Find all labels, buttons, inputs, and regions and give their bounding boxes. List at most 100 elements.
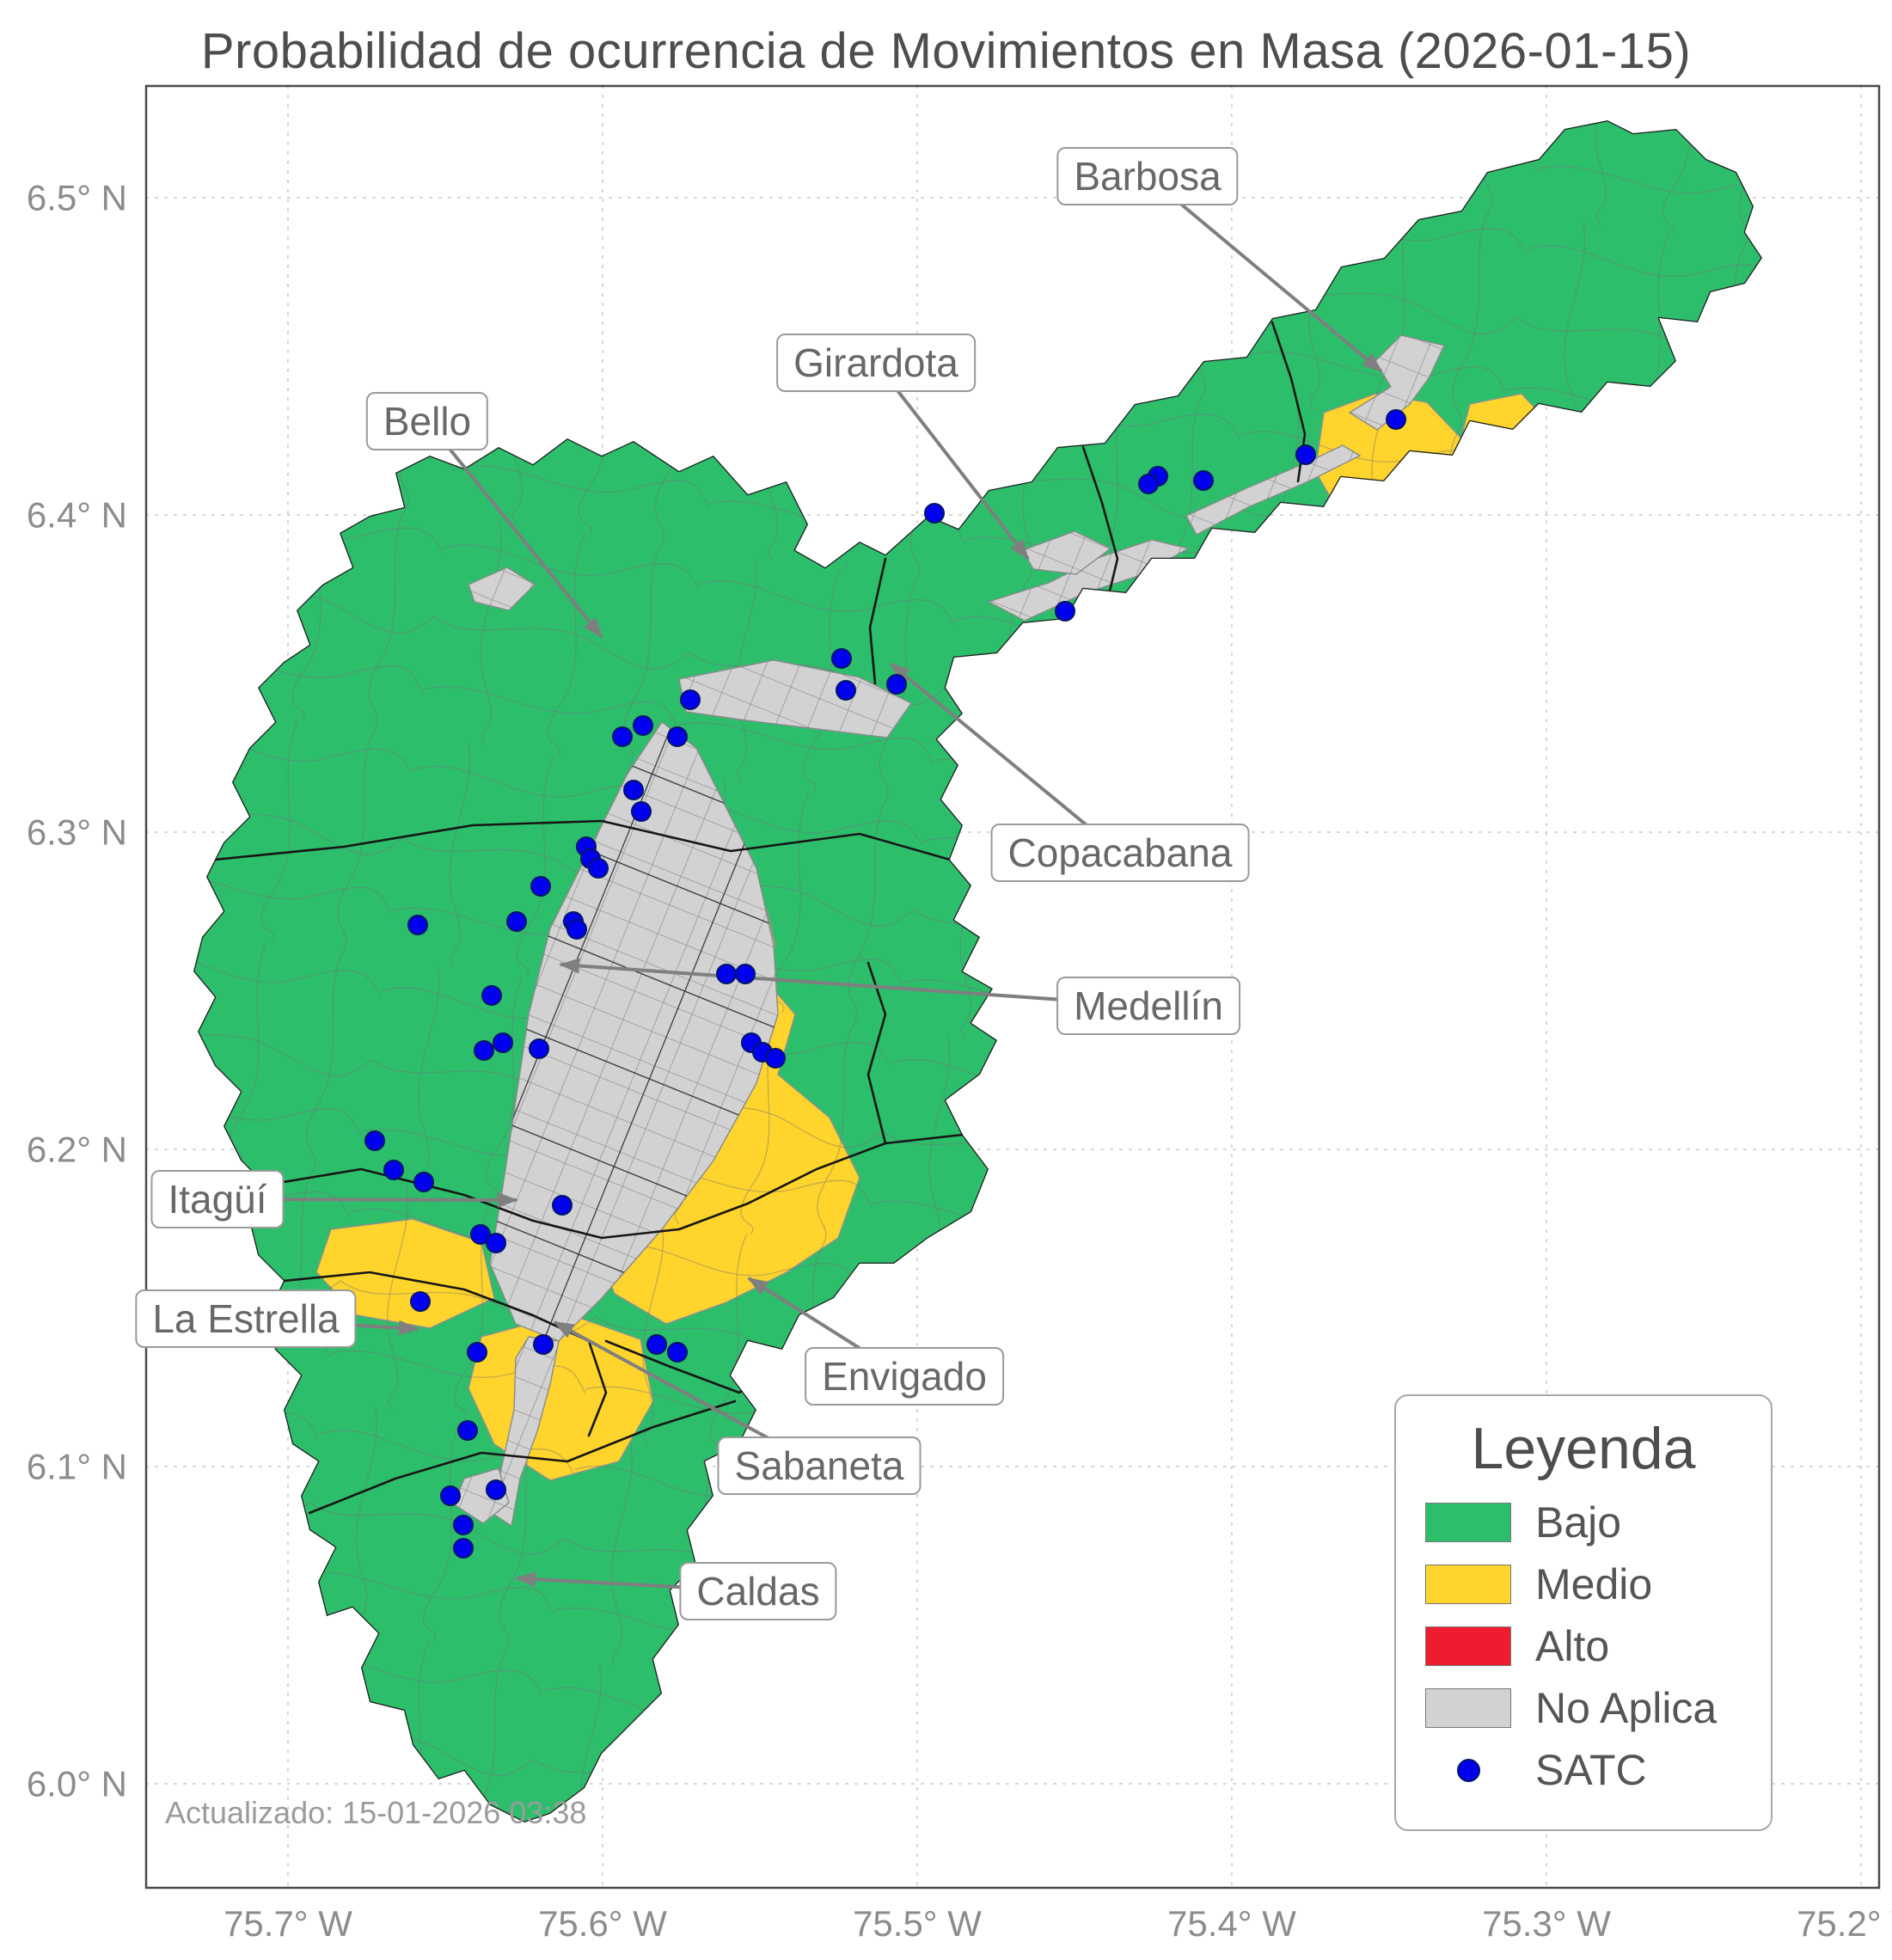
- satc-point: [631, 801, 652, 822]
- municipal-boundary-bello-medellin: [213, 819, 952, 861]
- municipal-boundary-caldas-north: [308, 1400, 737, 1515]
- satc-marker-icon: [1456, 1758, 1480, 1782]
- satc-point: [1295, 444, 1316, 465]
- annotation-sabaneta: Sabaneta: [717, 1436, 922, 1495]
- map-title: Probabilidad de ocurrencia de Movimiento…: [200, 23, 1692, 79]
- axis-ticks-layer: 75.7° W 75.6° W 75.5° W 75.4° W 75.3° W 75.2°…: [27, 178, 1892, 1945]
- satc-point: [716, 964, 737, 984]
- x-tick-label: 75.5° W: [853, 1903, 982, 1944]
- annotation-medellin: Medellín: [1056, 977, 1240, 1035]
- satc-point: [886, 674, 907, 695]
- legend-items: Bajo Medio Alto No Aplica SATC: [1425, 1498, 1742, 1795]
- legend-swatch-alto: [1425, 1626, 1511, 1666]
- legend-swatch-satc: [1425, 1750, 1511, 1790]
- x-tick-label: 75.2° W: [1797, 1903, 1892, 1944]
- x-tick-label: 75.3° W: [1482, 1903, 1611, 1944]
- updated-text: Actualizado: 15-01-2026 03:38: [165, 1795, 587, 1830]
- annotation-copacabana: Copacabana: [990, 824, 1250, 882]
- municipal-boundary-itagui-north: [256, 1167, 535, 1222]
- satc-point: [506, 911, 527, 932]
- legend-swatch-no-aplica: [1425, 1688, 1511, 1728]
- annotation-la-estrella: La Estrella: [135, 1289, 357, 1348]
- satc-point: [533, 1334, 554, 1355]
- satc-point: [1193, 470, 1214, 491]
- legend-label: No Aplica: [1535, 1684, 1717, 1732]
- satc-point: [470, 1224, 491, 1245]
- y-tick-label: 6.0° N: [27, 1764, 127, 1804]
- municipal-boundary-copacabana-girardota: [1081, 445, 1119, 603]
- legend-label: SATC: [1535, 1746, 1647, 1794]
- satc-point: [924, 503, 945, 524]
- legend: Leyenda Bajo Medio Alto No Aplica SATC: [1394, 1394, 1773, 1831]
- satc-point: [552, 1195, 572, 1216]
- satc-point: [364, 1130, 385, 1151]
- satc-point: [836, 680, 856, 701]
- legend-item-no-aplica: No Aplica: [1425, 1683, 1742, 1733]
- annotation-arrow-girardota: [874, 361, 1030, 560]
- satc-point: [493, 1032, 513, 1053]
- annotation-arrow-bello: [426, 420, 603, 639]
- satc-point: [410, 1291, 431, 1312]
- annotation-girardota: Girardota: [776, 334, 976, 392]
- annotation-arrow-barbosa: [1146, 175, 1383, 373]
- annotation-caldas: Caldas: [679, 1562, 837, 1620]
- satc-point: [588, 858, 609, 879]
- satc-point: [566, 919, 587, 940]
- annotation-arrow-medellin: [559, 958, 1149, 1008]
- satc-point: [440, 1485, 461, 1506]
- legend-item-medio: Medio: [1425, 1559, 1742, 1609]
- annotation-itagui: Itagüí: [150, 1170, 285, 1228]
- satc-point: [831, 648, 852, 669]
- annotation-envigado: Envigado: [805, 1347, 1004, 1406]
- satc-points-layer: [364, 409, 1406, 1559]
- municipal-boundary-medellin-east: [866, 961, 887, 1145]
- satc-point: [383, 1160, 404, 1180]
- satc-point: [474, 1040, 494, 1061]
- region-outline: [193, 120, 1762, 1822]
- satc-point: [623, 780, 644, 800]
- y-tick-label: 6.1° N: [27, 1447, 127, 1487]
- y-tick-label: 6.2° N: [27, 1130, 127, 1170]
- legend-swatch-medio: [1425, 1565, 1511, 1604]
- legend-label: Bajo: [1535, 1498, 1622, 1547]
- satc-point: [413, 1172, 434, 1192]
- municipal-boundary-itagui-laestrella: [282, 1271, 535, 1317]
- legend-title: Leyenda: [1471, 1416, 1696, 1481]
- satc-point: [453, 1538, 474, 1559]
- satc-point: [407, 915, 428, 935]
- y-tick-label: 6.3° N: [27, 812, 127, 853]
- satc-point: [765, 1048, 786, 1069]
- municipal-boundary-bello-copacabana: [868, 557, 887, 685]
- annotation-barbosa: Barbosa: [1056, 147, 1239, 205]
- satc-point: [646, 1334, 667, 1355]
- y-tick-label: 6.5° N: [27, 178, 127, 218]
- satc-point: [735, 964, 756, 984]
- legend-swatch-bajo: [1425, 1503, 1511, 1542]
- satc-point: [529, 1038, 549, 1059]
- satc-point: [1138, 474, 1159, 494]
- satc-point: [1386, 409, 1406, 430]
- legend-label: Alto: [1535, 1622, 1610, 1670]
- annotation-bello: Bello: [365, 392, 489, 450]
- satc-point: [486, 1233, 506, 1253]
- satc-point: [481, 985, 502, 1006]
- satc-point: [612, 726, 633, 747]
- x-tick-label: 75.6° W: [538, 1903, 667, 1944]
- satc-point: [667, 1342, 688, 1363]
- satc-point: [453, 1515, 474, 1535]
- y-tick-label: 6.4° N: [27, 495, 127, 536]
- satc-point: [680, 689, 701, 710]
- legend-label: Medio: [1535, 1560, 1653, 1608]
- satc-point: [633, 715, 653, 736]
- x-tick-label: 75.7° W: [223, 1903, 352, 1944]
- satc-point: [667, 726, 688, 747]
- plot-frame: [144, 84, 1881, 1890]
- x-tick-label: 75.4° W: [1167, 1903, 1296, 1944]
- satc-point: [1055, 601, 1075, 622]
- satc-point: [530, 876, 551, 897]
- annotation-arrow-copacabana: [889, 662, 1122, 854]
- satc-point: [467, 1342, 487, 1363]
- satc-point: [486, 1479, 506, 1500]
